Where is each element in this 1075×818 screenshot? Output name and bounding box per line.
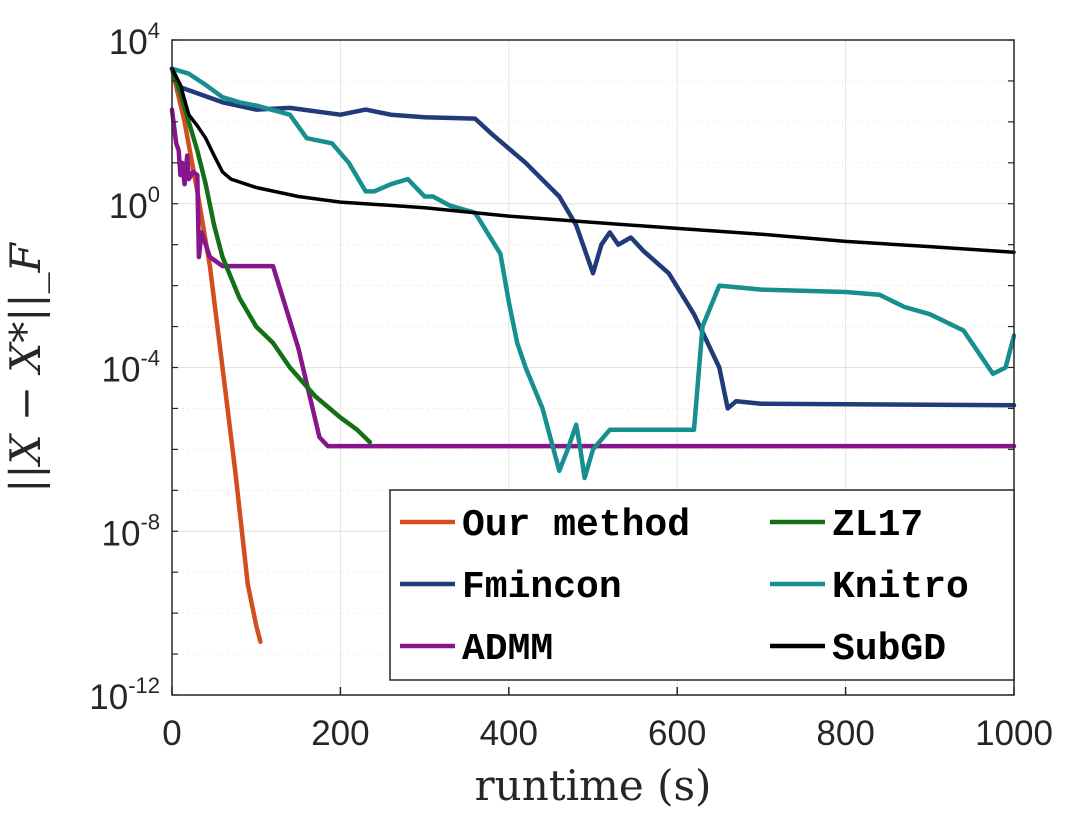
y-axis-label-text: ||X − X*||_F <box>1 241 50 492</box>
legend-label: Knitro <box>832 566 969 609</box>
x-tick-label: 600 <box>648 714 706 753</box>
series-lines <box>169 66 1017 644</box>
x-tick-label: 800 <box>816 714 874 753</box>
legend-label: SubGD <box>832 628 946 671</box>
y-tick-label: 104 <box>109 18 160 62</box>
x-tick-label: 400 <box>480 714 538 753</box>
series-line-admm <box>169 107 1017 449</box>
legend-label: ADMM <box>462 628 553 671</box>
series-line-our-method <box>169 66 263 644</box>
legend-box <box>389 489 1015 681</box>
series-line-zl17 <box>169 66 373 445</box>
legend-label: ZL17 <box>832 504 923 547</box>
x-tick-label: 1000 <box>975 714 1053 753</box>
y-axis-label: ||X − X*||_F <box>1 241 50 492</box>
series-line-knitro <box>169 66 1017 481</box>
x-tick-label: 0 <box>162 714 181 753</box>
y-tick-label: 10-4 <box>102 346 161 390</box>
y-tick-label: 10-12 <box>89 673 160 717</box>
axis-ticks: 0 200 400 600 800 1000 104 100 10-4 10-8 10-12 <box>89 18 1053 753</box>
y-tick-label: 10-8 <box>102 509 161 553</box>
x-axis-label: runtime (s) <box>475 761 712 810</box>
legend-label: Fmincon <box>462 566 622 609</box>
y-tick-label: 100 <box>109 182 160 226</box>
legend: Our method ZL17 Fmincon Knitro ADMM SubGD <box>389 489 1015 681</box>
series-line-subgd <box>170 66 1016 255</box>
legend-label: Our method <box>462 504 690 547</box>
x-tick-label: 200 <box>311 714 369 753</box>
